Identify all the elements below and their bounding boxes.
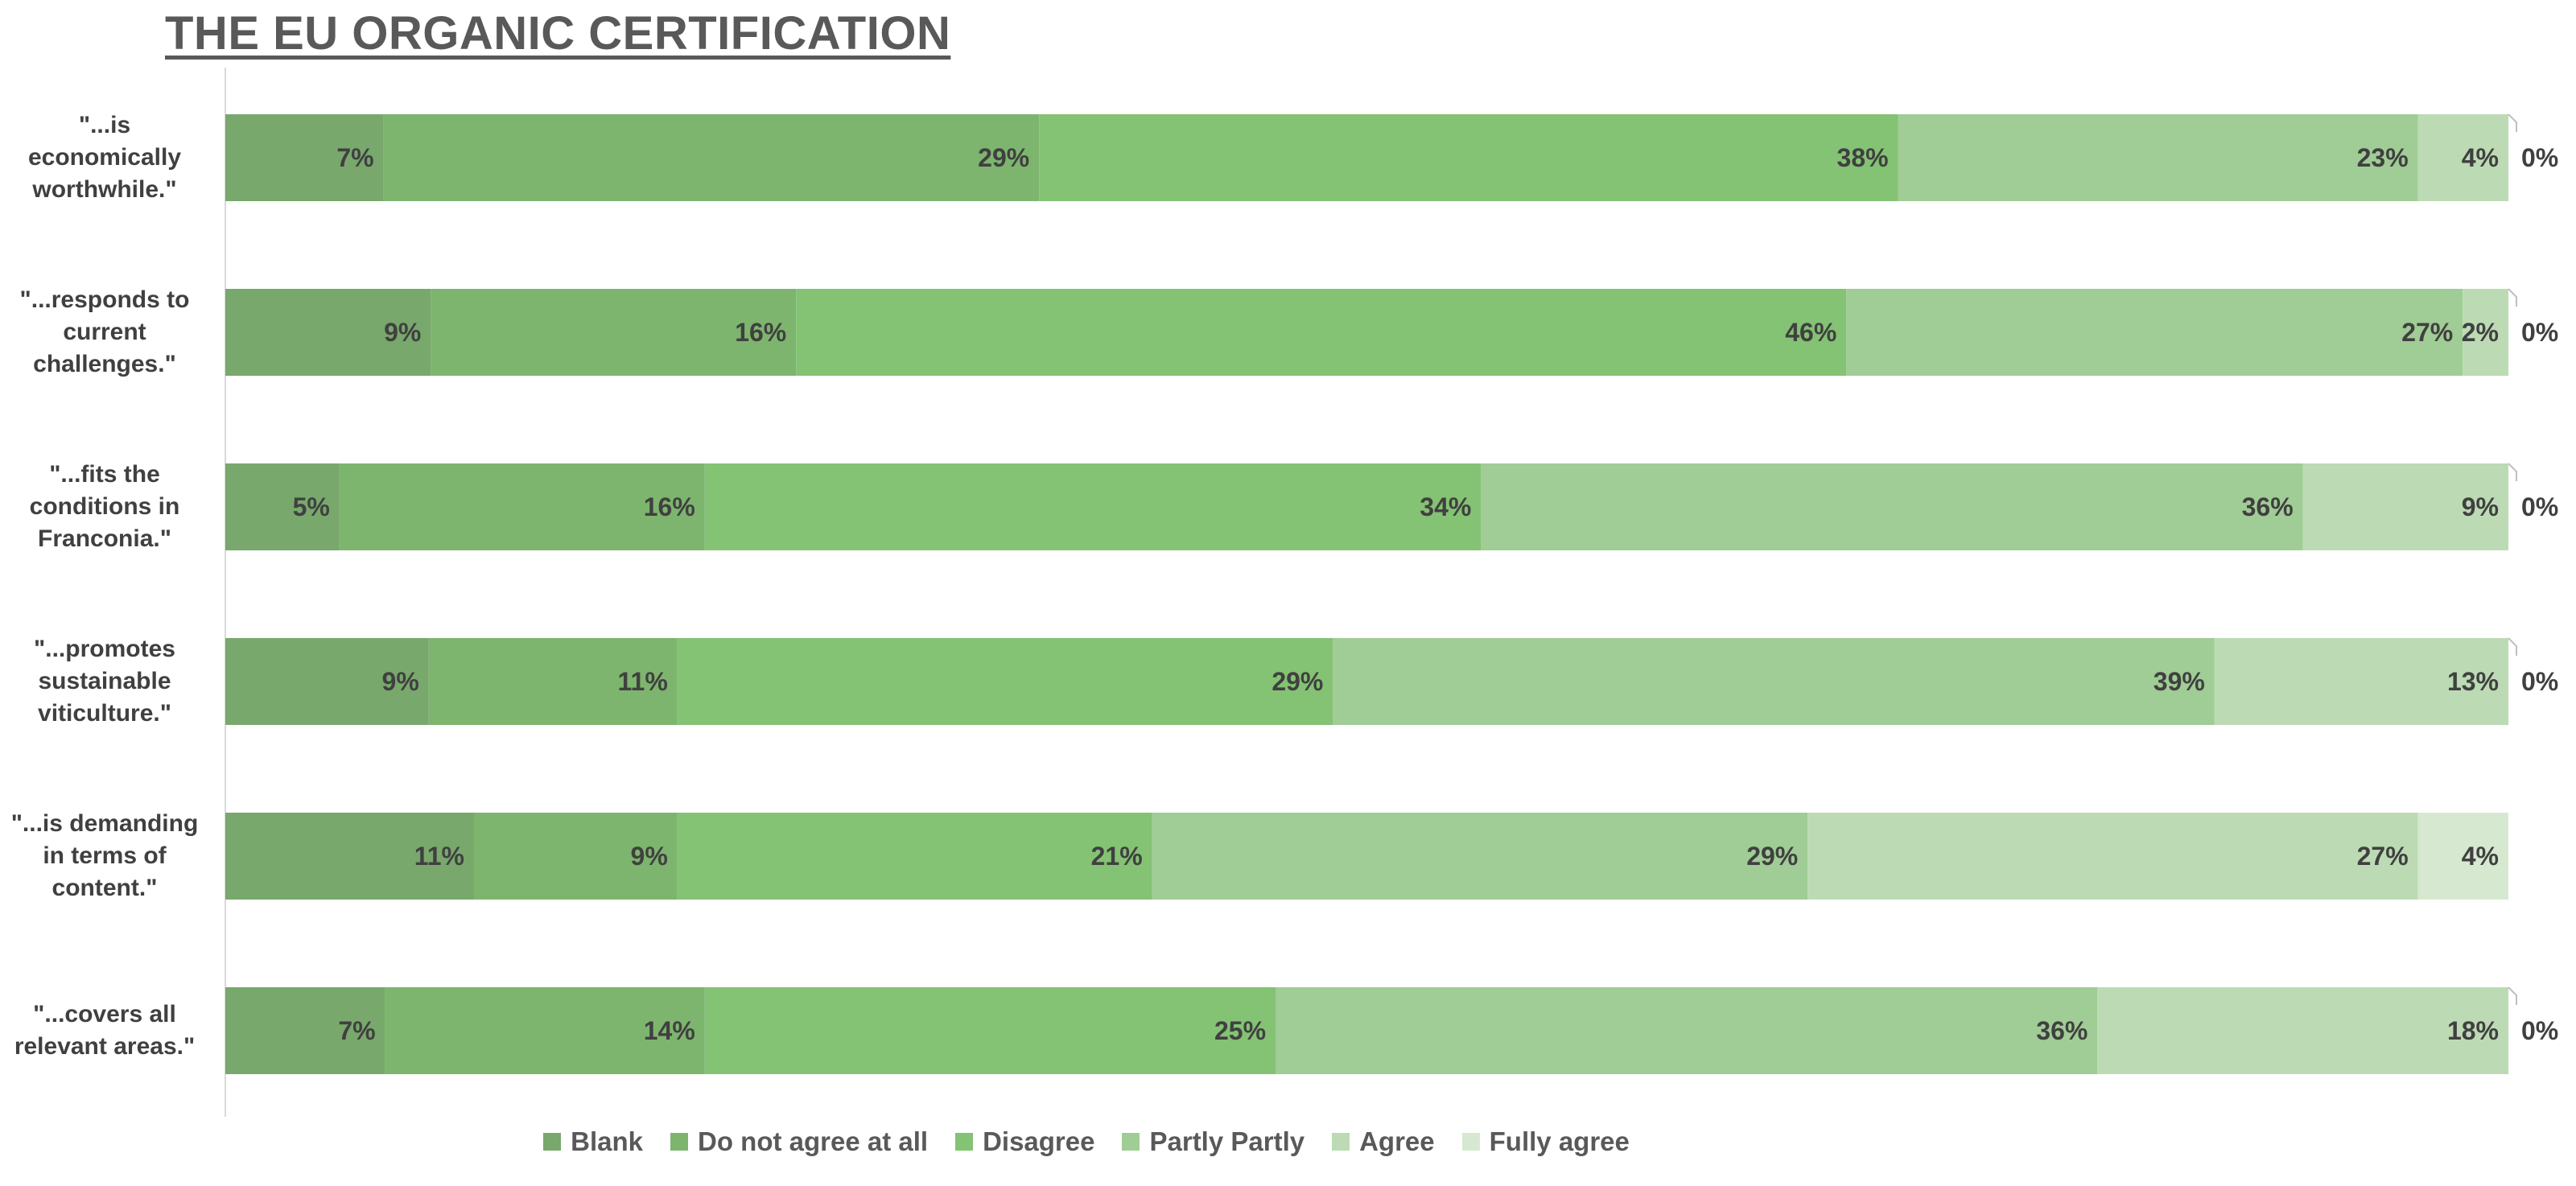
bar-segment: [431, 289, 797, 376]
legend-item: Fully agree: [1461, 1126, 1630, 1157]
category-label: "...promotes sustainable viticulture.": [34, 636, 175, 727]
data-label: 16%: [735, 318, 786, 347]
bar-segment: [2097, 987, 2508, 1074]
legend-item: Agree: [1332, 1126, 1435, 1157]
bar-segment: [1152, 813, 1808, 900]
legend-swatch: [1461, 1133, 1480, 1151]
bar-segment: [225, 463, 340, 550]
data-label-leader: [2508, 113, 2517, 132]
bar-segment: [385, 987, 705, 1074]
category-label: "...is demanding in terms of content.": [10, 810, 199, 901]
data-label: 9%: [382, 667, 419, 696]
bar-segment: [339, 463, 705, 550]
data-label: 39%: [2154, 667, 2205, 696]
legend-label: Blank: [571, 1126, 643, 1156]
bar-segment: [225, 638, 429, 725]
bar-segment: [1039, 114, 1898, 201]
legend-label: Fully agree: [1489, 1126, 1630, 1156]
bar-segment: [704, 987, 1276, 1074]
category-label: "...is economically worthwhile.": [27, 112, 182, 203]
bar-segment: [383, 114, 1040, 201]
legend-swatch: [1332, 1133, 1350, 1151]
data-label-leader: [2508, 986, 2517, 1005]
bar-segment: [225, 289, 431, 376]
data-label: 16%: [644, 492, 695, 521]
bar-segment: [1807, 813, 2418, 900]
data-label: 9%: [384, 318, 421, 347]
data-label-leader: [2508, 637, 2517, 656]
bar-segment: [1276, 987, 2098, 1074]
data-label: 18%: [2447, 1016, 2499, 1045]
data-label: 0%: [2521, 143, 2558, 172]
data-label: 11%: [414, 842, 464, 871]
bar-segment: [677, 638, 1333, 725]
bar-segment: [1846, 289, 2463, 376]
data-label-leader: [2508, 288, 2517, 307]
legend-label: Agree: [1359, 1126, 1435, 1156]
bar-segment: [704, 463, 1482, 550]
bar-segment: [1898, 114, 2418, 201]
data-label: 23%: [2357, 143, 2409, 172]
data-label: 38%: [1837, 143, 1889, 172]
legend-item: Disagree: [955, 1126, 1094, 1157]
data-label: 27%: [2401, 318, 2453, 347]
data-label: 13%: [2447, 667, 2499, 696]
chart-title: THE EU ORGANIC CERTIFICATION: [165, 7, 951, 60]
data-label-leader: [2508, 463, 2517, 481]
data-label: 29%: [1272, 667, 1323, 696]
data-label: 7%: [338, 1016, 375, 1045]
bar-segment: [428, 638, 678, 725]
bar-segment: [473, 813, 678, 900]
bar-segment: [225, 987, 385, 1074]
legend-swatch: [543, 1133, 562, 1151]
data-label: 34%: [1420, 492, 1471, 521]
bar-segment: [1481, 463, 2303, 550]
bar-segment: [796, 289, 1847, 376]
bar-segment: [677, 813, 1152, 900]
legend-label: Partly Partly: [1149, 1126, 1305, 1156]
legend-swatch: [670, 1133, 688, 1151]
legend: Blank Do not agree at all Disagree Partly P…: [0, 1126, 2173, 1157]
bar-segment: [225, 114, 384, 201]
category-label: "...covers all relevant areas.": [14, 1001, 196, 1060]
legend-item: Do not agree at all: [670, 1126, 928, 1157]
bar-segment: [2417, 813, 2508, 900]
legend-swatch: [1122, 1133, 1140, 1151]
data-label: 2%: [2462, 318, 2499, 347]
data-label: 36%: [2242, 492, 2294, 521]
legend-item: Partly Partly: [1122, 1126, 1304, 1157]
bar-segment: [2463, 289, 2508, 376]
bar-segment: [2417, 114, 2508, 201]
data-label: 46%: [1785, 318, 1836, 347]
legend-label: Disagree: [983, 1126, 1095, 1156]
data-label: 0%: [2521, 1016, 2558, 1045]
data-label: 0%: [2521, 318, 2558, 347]
data-label: 9%: [2462, 492, 2499, 521]
category-label: "...responds to current challenges.": [19, 286, 190, 377]
data-label: 11%: [618, 667, 668, 696]
data-label: 29%: [978, 143, 1029, 172]
bar-segment: [2302, 463, 2508, 550]
bar-segment: [1333, 638, 2215, 725]
bar-segment: [225, 813, 474, 900]
data-label: 7%: [336, 143, 373, 172]
data-label: 0%: [2521, 492, 2558, 521]
bar-segment: [2214, 638, 2508, 725]
legend-label: Do not agree at all: [698, 1126, 929, 1156]
data-label: 4%: [2462, 143, 2499, 172]
data-label: 9%: [631, 842, 668, 871]
legend-item: Blank: [543, 1126, 643, 1157]
data-label: 0%: [2521, 667, 2558, 696]
data-label: 36%: [2036, 1016, 2088, 1045]
category-label: "...fits the conditions in Franconia.": [29, 461, 180, 552]
stacked-bar-chart: 7% 29% 38% 23% 4% 0% 9% 16% 46% 27% 2% 0% 5% 16% 34% 36…: [225, 68, 2558, 1117]
data-label: 25%: [1214, 1016, 1266, 1045]
data-label: 21%: [1091, 842, 1143, 871]
data-label: 29%: [1746, 842, 1798, 871]
data-label: 14%: [644, 1016, 695, 1045]
data-label: 4%: [2462, 842, 2499, 871]
legend-swatch: [955, 1133, 974, 1151]
data-label: 5%: [293, 492, 330, 521]
data-label: 27%: [2357, 842, 2409, 871]
